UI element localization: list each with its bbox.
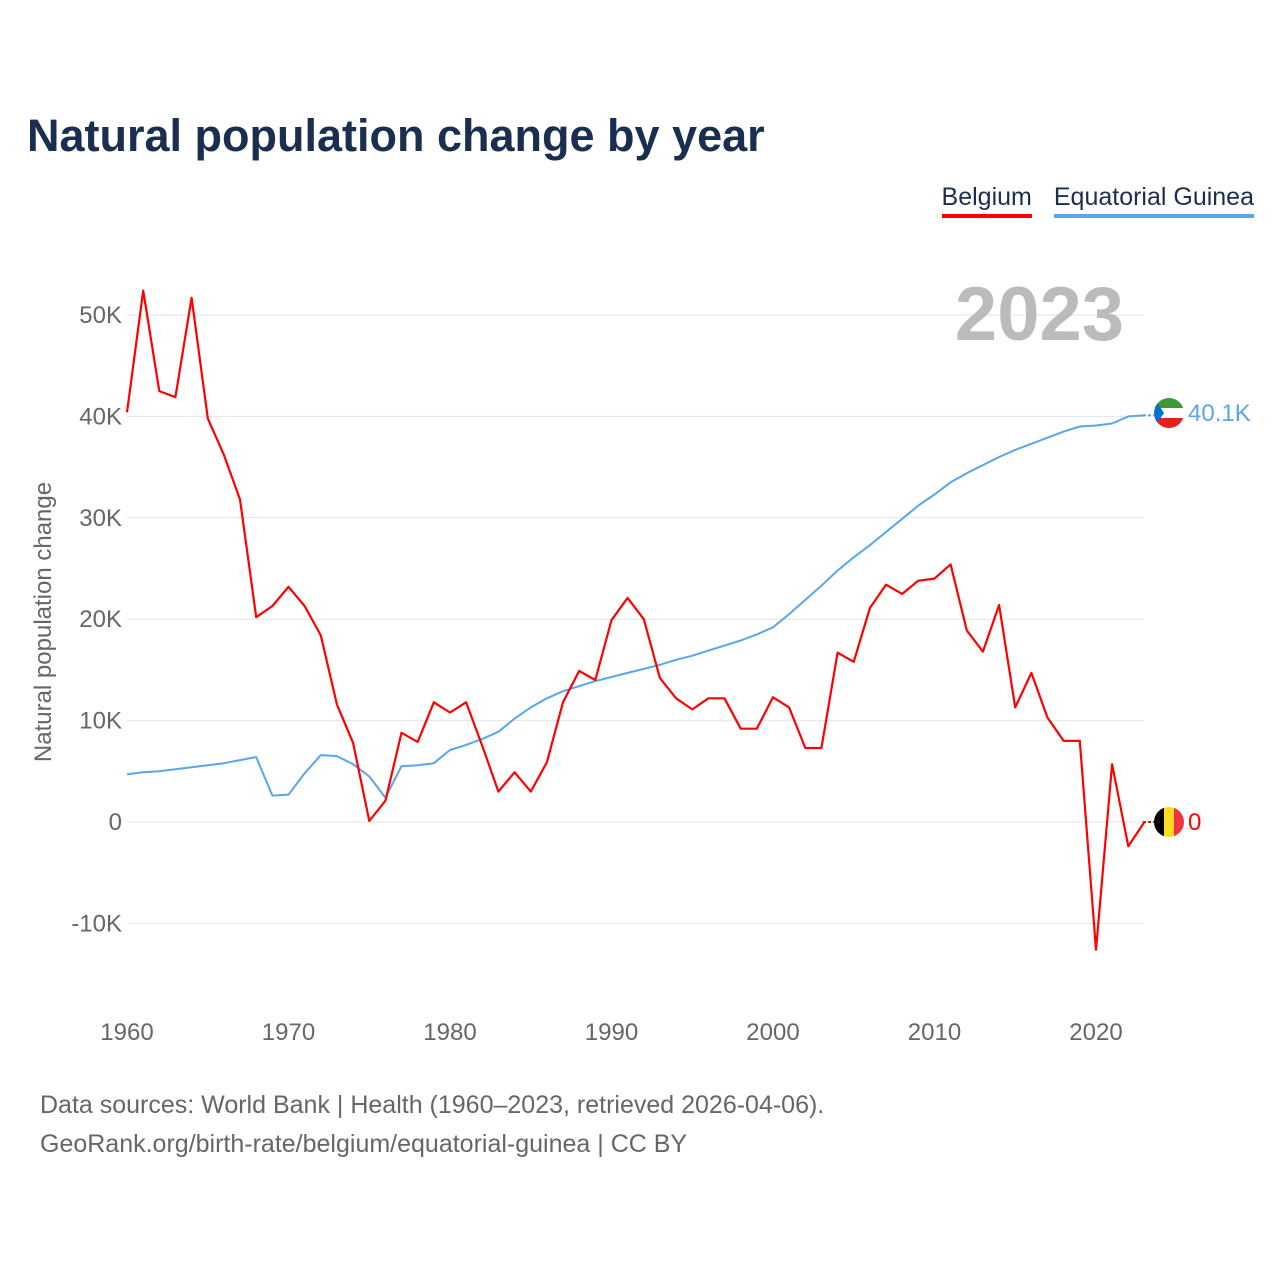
legend: Belgium Equatorial Guinea — [941, 183, 1254, 218]
equatorial-guinea-flag-icon — [1154, 398, 1184, 428]
x-tick-label: 1970 — [262, 1019, 315, 1046]
end-label-belgium: 0 — [1188, 809, 1201, 836]
x-tick-label: 1990 — [585, 1019, 638, 1046]
legend-item-belgium[interactable]: Belgium — [941, 183, 1032, 218]
chart-title: Natural population change by year — [27, 110, 765, 161]
footer: Data sources: World Bank | Health (1960–… — [40, 1086, 824, 1164]
y-tick-label: 0 — [109, 809, 122, 836]
data-source-text: Data sources: World Bank | Health (1960–… — [40, 1091, 825, 1119]
y-tick-label: 10K — [79, 708, 122, 735]
source-link[interactable]: GeoRank.org/birth-rate/belgium/equatoria… — [40, 1130, 688, 1158]
y-tick-label: 40K — [79, 403, 122, 430]
y-tick-label: 50K — [79, 302, 122, 329]
x-tick-label: 2010 — [908, 1019, 961, 1046]
y-tick-label: 30K — [79, 505, 122, 532]
x-tick-label: 1960 — [100, 1019, 153, 1046]
legend-item-equatorial-guinea[interactable]: Equatorial Guinea — [1053, 183, 1254, 218]
y-axis-label: Natural population change — [30, 482, 57, 762]
x-tick-label: 2020 — [1069, 1019, 1122, 1046]
series-line-belgium — [125, 289, 1146, 951]
end-label-equatorial-guinea: 40.1K — [1188, 400, 1251, 427]
x-tick-label: 1980 — [423, 1019, 476, 1046]
belgium-flag-icon — [1154, 807, 1184, 837]
year-label: 2023 — [955, 272, 1124, 357]
y-tick-label: 20K — [79, 606, 122, 633]
y-tick-label: -10K — [71, 910, 122, 937]
series-line-equatorial-guinea — [126, 414, 1145, 799]
x-tick-label: 2000 — [746, 1019, 799, 1046]
